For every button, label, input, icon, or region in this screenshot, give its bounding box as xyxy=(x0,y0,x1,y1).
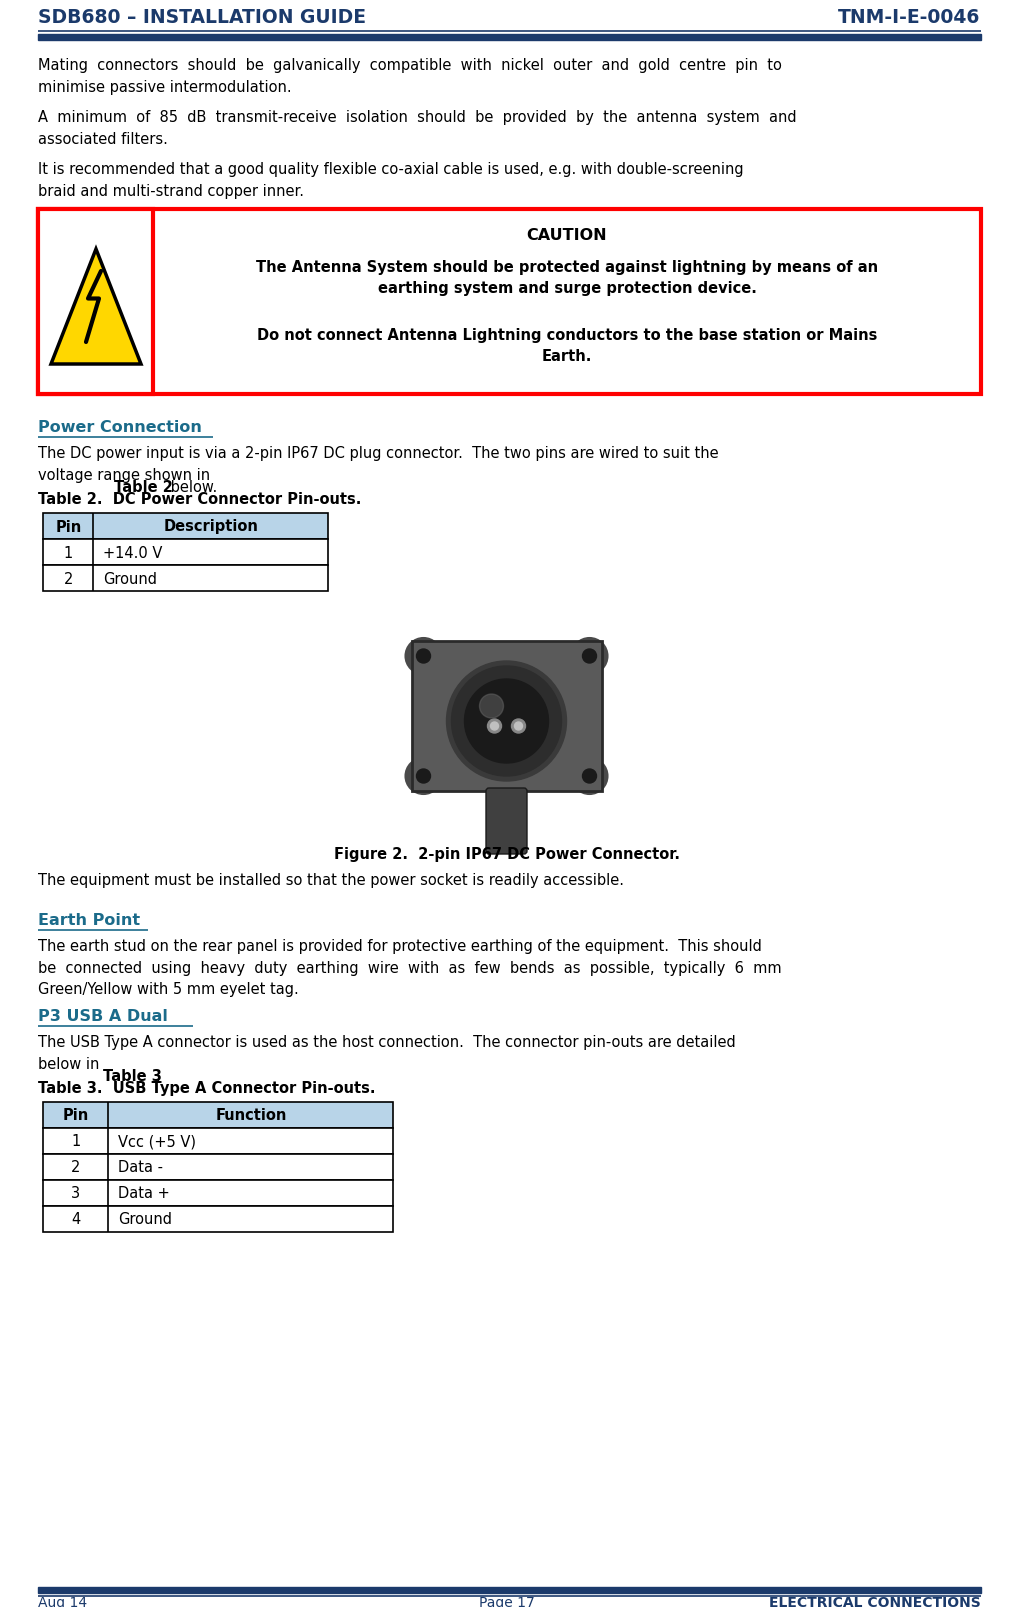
Text: Table 3: Table 3 xyxy=(103,1069,162,1083)
Text: CAUTION: CAUTION xyxy=(527,228,608,243)
Text: It is recommended that a good quality flexible co-axial cable is used, e.g. with: It is recommended that a good quality fl… xyxy=(38,162,745,199)
Circle shape xyxy=(512,720,526,733)
Text: Vcc (+5 V): Vcc (+5 V) xyxy=(119,1135,197,1149)
Text: Mating  connectors  should  be  galvanically  compatible  with  nickel  outer  a: Mating connectors should be galvanically… xyxy=(38,58,782,95)
Text: Data -: Data - xyxy=(119,1160,163,1175)
Text: A  minimum  of  85  dB  transmit-receive  isolation  should  be  provided  by  t: A minimum of 85 dB transmit-receive isol… xyxy=(38,109,797,146)
FancyBboxPatch shape xyxy=(44,1154,393,1180)
FancyBboxPatch shape xyxy=(486,789,527,855)
Text: Pin: Pin xyxy=(56,519,82,534)
Text: 2: 2 xyxy=(64,570,73,587)
Text: Ground: Ground xyxy=(103,570,157,587)
Text: Table 2.  DC Power Connector Pin-outs.: Table 2. DC Power Connector Pin-outs. xyxy=(38,492,362,506)
Text: 1: 1 xyxy=(64,545,73,561)
Circle shape xyxy=(405,759,442,794)
Text: +14.0 V: +14.0 V xyxy=(103,545,163,561)
Text: The equipment must be installed so that the power socket is readily accessible.: The equipment must be installed so that … xyxy=(38,873,624,887)
Bar xyxy=(38,35,981,40)
FancyBboxPatch shape xyxy=(38,211,981,395)
Text: below.: below. xyxy=(166,480,218,495)
Text: Ground: Ground xyxy=(119,1212,172,1226)
Text: The DC power input is via a 2-pin IP67 DC plug connector.  The two pins are wire: The DC power input is via a 2-pin IP67 D… xyxy=(38,445,719,482)
Circle shape xyxy=(571,759,608,794)
Text: ELECTRICAL CONNECTIONS: ELECTRICAL CONNECTIONS xyxy=(769,1596,981,1607)
FancyBboxPatch shape xyxy=(411,641,602,792)
Text: Table 3.  USB Type A Connector Pin-outs.: Table 3. USB Type A Connector Pin-outs. xyxy=(38,1080,376,1096)
Circle shape xyxy=(465,680,548,763)
FancyBboxPatch shape xyxy=(44,566,328,591)
Text: Aug 14: Aug 14 xyxy=(38,1596,87,1607)
Circle shape xyxy=(515,723,523,731)
Circle shape xyxy=(487,720,501,733)
Circle shape xyxy=(405,638,442,675)
Polygon shape xyxy=(51,249,141,365)
FancyBboxPatch shape xyxy=(44,1207,393,1233)
Text: .: . xyxy=(155,1069,160,1083)
FancyBboxPatch shape xyxy=(44,1180,393,1207)
FancyBboxPatch shape xyxy=(44,1128,393,1154)
Text: P3 USB A Dual: P3 USB A Dual xyxy=(38,1008,168,1024)
FancyBboxPatch shape xyxy=(44,1102,393,1128)
Text: The Antenna System should be protected against lightning by means of an
earthing: The Antenna System should be protected a… xyxy=(256,260,878,296)
Text: Function: Function xyxy=(216,1107,287,1123)
Text: Table 2: Table 2 xyxy=(114,480,173,495)
Text: Pin: Pin xyxy=(63,1107,89,1123)
Text: 4: 4 xyxy=(71,1212,81,1226)
Text: The earth stud on the rear panel is provided for protective earthing of the equi: The earth stud on the rear panel is prov… xyxy=(38,938,782,996)
Text: The USB Type A connector is used as the host connection.  The connector pin-outs: The USB Type A connector is used as the … xyxy=(38,1035,736,1070)
FancyBboxPatch shape xyxy=(44,514,328,540)
Circle shape xyxy=(490,723,498,731)
Circle shape xyxy=(479,694,503,718)
Circle shape xyxy=(416,770,431,784)
Text: 3: 3 xyxy=(72,1186,81,1200)
Text: 2: 2 xyxy=(71,1160,81,1175)
Circle shape xyxy=(582,770,597,784)
Bar xyxy=(38,1588,981,1593)
Text: Page 17: Page 17 xyxy=(478,1596,535,1607)
FancyBboxPatch shape xyxy=(44,540,328,566)
Text: Data +: Data + xyxy=(119,1186,170,1200)
Text: 1: 1 xyxy=(71,1135,81,1149)
Text: Earth Point: Earth Point xyxy=(38,913,141,927)
Text: TNM-I-E-0046: TNM-I-E-0046 xyxy=(838,8,981,27)
Text: Power Connection: Power Connection xyxy=(38,419,203,435)
Circle shape xyxy=(416,649,431,664)
Text: Description: Description xyxy=(163,519,258,534)
Circle shape xyxy=(447,662,566,781)
Text: Do not connect Antenna Lightning conductors to the base station or Mains
Earth.: Do not connect Antenna Lightning conduct… xyxy=(257,328,877,363)
Circle shape xyxy=(452,667,561,776)
Text: Figure 2.  2-pin IP67 DC Power Connector.: Figure 2. 2-pin IP67 DC Power Connector. xyxy=(333,847,680,861)
FancyBboxPatch shape xyxy=(38,211,154,395)
Circle shape xyxy=(582,649,597,664)
Circle shape xyxy=(571,638,608,675)
Text: SDB680 – INSTALLATION GUIDE: SDB680 – INSTALLATION GUIDE xyxy=(38,8,367,27)
